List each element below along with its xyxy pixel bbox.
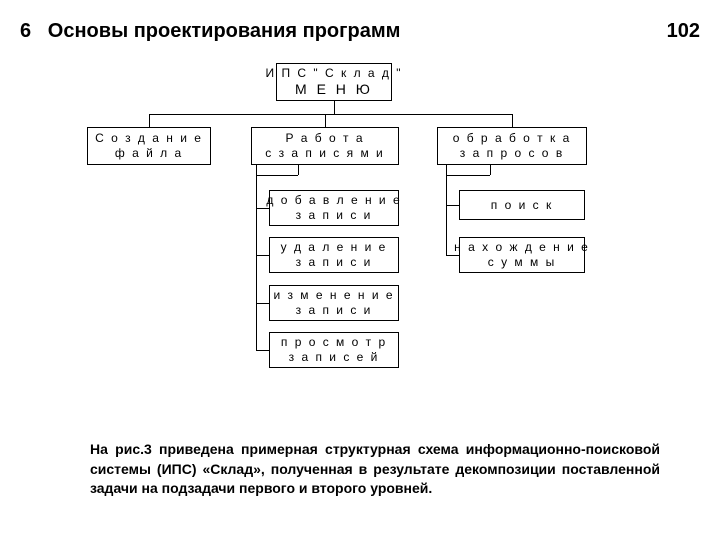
connector bbox=[256, 350, 269, 351]
node-sum-line1: н а х о ж д е н и е bbox=[454, 240, 590, 255]
node-del-line2: з а п и с и bbox=[296, 255, 373, 270]
connector bbox=[446, 175, 490, 176]
connector bbox=[325, 114, 326, 127]
node-sum: н а х о ж д е н и е с у м м ы bbox=[459, 237, 585, 273]
connector bbox=[334, 101, 335, 114]
connector bbox=[256, 255, 269, 256]
node-add-record: д о б а в л е н и е з а п и с и bbox=[269, 190, 399, 226]
node-add-line2: з а п и с и bbox=[296, 208, 373, 223]
node-mod-line2: з а п и с и bbox=[296, 303, 373, 318]
node-view-line1: п р о с м о т р bbox=[281, 335, 387, 350]
node-create-file: С о з д а н и е ф а й л а bbox=[87, 127, 211, 165]
connector bbox=[256, 208, 269, 209]
node-delete-record: у д а л е н и е з а п и с и bbox=[269, 237, 399, 273]
connector bbox=[512, 114, 513, 127]
figure-caption: На рис.3 приведена примерная структурная… bbox=[90, 440, 660, 499]
node-root-line2: М Е Н Ю bbox=[295, 81, 373, 99]
node-root: И П С " С к л а д " М Е Н Ю bbox=[276, 63, 392, 101]
node-work-records: Р а б о т а с з а п и с я м и bbox=[251, 127, 399, 165]
connector bbox=[446, 205, 459, 206]
node-create-line2: ф а й л а bbox=[115, 146, 183, 161]
connector bbox=[256, 303, 269, 304]
node-work-line1: Р а б о т а bbox=[285, 131, 364, 146]
connector bbox=[149, 114, 512, 115]
node-mod-line1: и з м е н е н и е bbox=[273, 288, 394, 303]
node-sum-line2: с у м м ы bbox=[488, 255, 556, 270]
node-proc-line1: о б р а б о т к а bbox=[453, 131, 572, 146]
node-create-line1: С о з д а н и е bbox=[95, 131, 203, 146]
node-proc-line2: з а п р о с о в bbox=[460, 146, 564, 161]
connector bbox=[149, 114, 150, 127]
node-view-line2: з а п и с е й bbox=[289, 350, 380, 365]
connector bbox=[256, 165, 257, 350]
connector bbox=[490, 165, 491, 175]
node-search: п о и с к bbox=[459, 190, 585, 220]
node-add-line1: д о б а в л е н и е bbox=[266, 193, 401, 208]
node-modify-record: и з м е н е н и е з а п и с и bbox=[269, 285, 399, 321]
node-work-line2: с з а п и с я м и bbox=[265, 146, 385, 161]
node-process-queries: о б р а б о т к а з а п р о с о в bbox=[437, 127, 587, 165]
node-view-records: п р о с м о т р з а п и с е й bbox=[269, 332, 399, 368]
node-root-line1: И П С " С к л а д " bbox=[265, 66, 402, 81]
connector bbox=[256, 175, 298, 176]
connector bbox=[298, 165, 299, 175]
node-search-line1: п о и с к bbox=[491, 198, 553, 213]
node-del-line1: у д а л е н и е bbox=[281, 240, 388, 255]
connector bbox=[446, 165, 447, 255]
connector bbox=[446, 255, 459, 256]
